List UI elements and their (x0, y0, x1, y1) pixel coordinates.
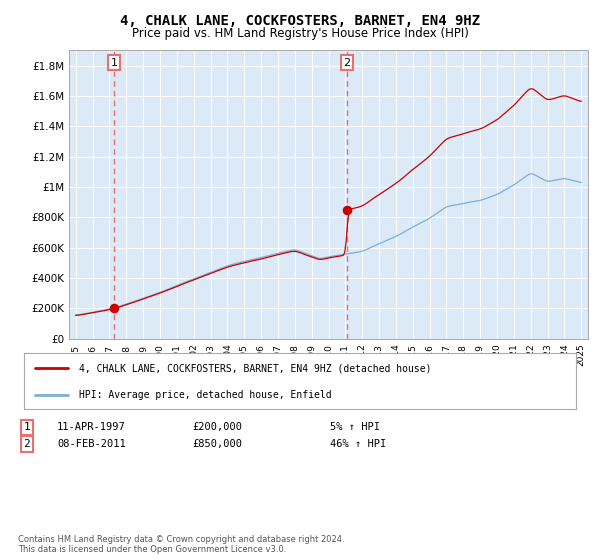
Text: HPI: Average price, detached house, Enfield: HPI: Average price, detached house, Enfi… (79, 390, 332, 400)
Text: 4, CHALK LANE, COCKFOSTERS, BARNET, EN4 9HZ: 4, CHALK LANE, COCKFOSTERS, BARNET, EN4 … (120, 14, 480, 28)
Point (109, 304, 119, 313)
Text: £200,000: £200,000 (192, 422, 242, 432)
Text: 2: 2 (23, 439, 31, 449)
Text: 1: 1 (23, 422, 31, 432)
Text: £850,000: £850,000 (192, 439, 242, 449)
Text: Price paid vs. HM Land Registry's House Price Index (HPI): Price paid vs. HM Land Registry's House … (131, 27, 469, 40)
Point (342, 206, 352, 214)
Text: 2: 2 (343, 58, 350, 68)
Text: 4, CHALK LANE, COCKFOSTERS, BARNET, EN4 9HZ (detached house): 4, CHALK LANE, COCKFOSTERS, BARNET, EN4 … (79, 363, 432, 374)
Text: 5% ↑ HPI: 5% ↑ HPI (330, 422, 380, 432)
Text: 08-FEB-2011: 08-FEB-2011 (57, 439, 126, 449)
Text: Contains HM Land Registry data © Crown copyright and database right 2024.
This d: Contains HM Land Registry data © Crown c… (18, 535, 344, 554)
Text: 11-APR-1997: 11-APR-1997 (57, 422, 126, 432)
Text: 46% ↑ HPI: 46% ↑ HPI (330, 439, 386, 449)
Text: 1: 1 (110, 58, 118, 68)
